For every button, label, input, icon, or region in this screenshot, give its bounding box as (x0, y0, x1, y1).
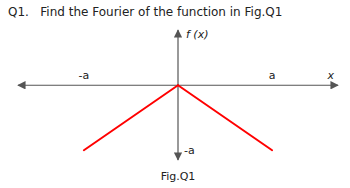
y-axis (177, 30, 178, 160)
line (84, 85, 178, 150)
title: Q1. Find the Fourier of the function in … (8, 5, 282, 19)
line (178, 85, 272, 150)
annotation: Fig.Q1 (161, 170, 196, 183)
chart: Q1. Find the Fourier of the function in … (0, 0, 350, 188)
x-axis-label: x (326, 69, 334, 82)
annotation: a (269, 69, 276, 82)
annotation: -a (79, 69, 90, 82)
plot-area (84, 85, 272, 150)
y-axis-label: f (x) (186, 28, 208, 41)
chart-container: Q1. Find the Fourier of the function in … (0, 0, 350, 188)
annotation: -a (184, 144, 195, 157)
